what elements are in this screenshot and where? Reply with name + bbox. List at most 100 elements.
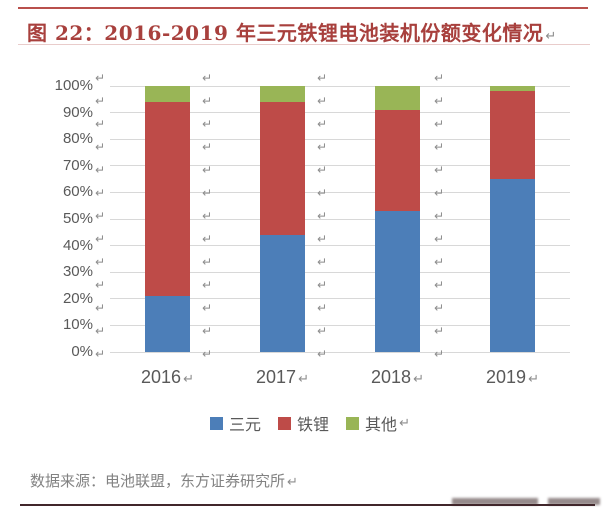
legend-swatch-icon (210, 416, 224, 430)
return-mark-icon: ↵ (399, 415, 410, 431)
bar-segment-2016-铁锂 (145, 101, 190, 297)
return-mark-icon: ↵ (202, 163, 213, 177)
y-axis-tick-label: 50% (62, 210, 93, 227)
return-mark-icon: ↵ (287, 475, 298, 490)
y-axis-tick-label: 30% (62, 263, 93, 281)
figure-caption: 图 22：2016-2019 年三元铁锂电池装机份额变化情况 ↵ (27, 17, 556, 46)
y-axis-tick-label: 0% (71, 343, 93, 360)
return-mark-icon: ↵ (317, 186, 328, 200)
return-mark-icon: ↵ (317, 278, 328, 292)
gridline (110, 218, 570, 220)
gridline (110, 191, 570, 193)
gridline (110, 85, 570, 87)
return-mark-icon: ↵ (317, 117, 328, 131)
return-mark-icon: ↵ (202, 324, 213, 338)
gridline (110, 112, 570, 114)
bar-segment-2018-其他 (375, 86, 420, 110)
chart-legend: 三元 铁锂 其他 ↵ (80, 412, 540, 434)
return-mark-icon: ↵ (434, 232, 445, 246)
x-axis-label-2017: 2017 ↵ (237, 367, 329, 388)
gridline (110, 324, 570, 326)
x-axis-label-text: 2018 (371, 367, 412, 387)
return-mark-icon: ↵ (317, 140, 328, 154)
legend-swatch-icon (278, 416, 292, 430)
footer-artifact (452, 498, 538, 505)
return-mark-icon: ↵ (95, 347, 106, 361)
y-axis-tick-label: 100% (54, 77, 93, 94)
bar-segment-2019-其他 (490, 86, 535, 92)
return-mark-icon: ↵ (95, 301, 106, 315)
return-mark-icon: ↵ (434, 324, 445, 338)
source-note-text: 数据来源：电池联盟，东方证券研究所 (30, 473, 286, 490)
return-mark-icon: ↵ (434, 278, 445, 292)
gridline (110, 351, 570, 353)
return-mark-icon: ↵ (317, 301, 328, 315)
return-mark-icon: ↵ (434, 347, 445, 361)
bar-segment-2017-其他 (260, 86, 305, 102)
return-mark-icon: ↵ (434, 209, 445, 223)
return-mark-icon: ↵ (202, 117, 213, 131)
return-mark-icon: ↵ (317, 71, 328, 85)
y-axis-tick-label: 70% (62, 156, 93, 174)
title-under-rule (18, 44, 590, 45)
return-mark-icon: ↵ (317, 163, 328, 177)
gridline (110, 298, 570, 300)
bar-segment-2018-铁锂 (375, 109, 420, 212)
footer-artifact (548, 498, 600, 505)
return-mark-icon: ↵ (545, 29, 557, 44)
return-mark-icon: ↵ (202, 140, 213, 154)
return-mark-icon: ↵ (95, 117, 106, 131)
x-axis-label-text: 2016 (141, 367, 182, 387)
legend-label: 三元 (229, 417, 262, 434)
return-mark-icon: ↵ (202, 186, 213, 200)
y-axis-tick-label: 90% (62, 103, 93, 121)
legend-item-其他: 其他 ↵ (346, 411, 410, 435)
bar-segment-2019-三元 (490, 179, 535, 352)
x-axis-label-text: 2019 (486, 367, 527, 387)
return-mark-icon: ↵ (434, 94, 445, 108)
return-mark-icon: ↵ (202, 94, 213, 108)
bar-segment-2018-三元 (375, 211, 420, 352)
return-mark-icon: ↵ (434, 71, 445, 85)
return-mark-icon: ↵ (298, 372, 309, 387)
return-mark-icon: ↵ (95, 94, 106, 108)
return-mark-icon: ↵ (95, 140, 106, 154)
stacked-bar-chart: 0% 10% 20% 30% 40% 50% 60% 70% 80% 90% 100% ↵ ↵ ↵ ↵ ↵ ↵… (54, 71, 570, 434)
return-mark-icon: ↵ (95, 186, 106, 200)
bar-segment-2019-铁锂 (490, 91, 535, 180)
return-mark-icon: ↵ (183, 372, 194, 387)
y-axis-tick-label: 60% (62, 183, 93, 201)
return-mark-icon: ↵ (95, 324, 106, 338)
x-axis-label-2018: 2018 ↵ (352, 367, 444, 388)
return-mark-icon: ↵ (95, 232, 106, 246)
gridline (110, 138, 570, 140)
footer-rule (20, 504, 595, 506)
legend-item-三元: 三元 (210, 411, 261, 435)
x-axis-label-2019: 2019 ↵ (467, 367, 559, 388)
bar-segment-2017-三元 (260, 234, 305, 352)
x-axis-label-text: 2017 (256, 367, 297, 387)
bar-segment-2017-铁锂 (260, 101, 305, 235)
legend-label: 铁锂 (297, 417, 330, 434)
y-axis-tick-label: 10% (62, 316, 93, 334)
return-mark-icon: ↵ (317, 255, 328, 269)
return-mark-icon: ↵ (317, 209, 328, 223)
return-mark-icon: ↵ (95, 255, 106, 269)
return-mark-icon: ↵ (95, 278, 106, 292)
title-top-rule (18, 7, 588, 9)
return-mark-icon: ↵ (202, 71, 213, 85)
return-mark-icon: ↵ (202, 301, 213, 315)
return-mark-icon: ↵ (413, 372, 424, 387)
return-mark-icon: ↵ (317, 347, 328, 361)
return-mark-icon: ↵ (434, 301, 445, 315)
return-mark-icon: ↵ (202, 347, 213, 361)
gridline (110, 245, 570, 247)
return-mark-icon: ↵ (95, 163, 106, 177)
figure-caption-text: 图 22：2016-2019 年三元铁锂电池装机份额变化情况 (27, 21, 544, 45)
bar-segment-2016-其他 (145, 86, 190, 102)
return-mark-icon: ↵ (434, 117, 445, 131)
legend-label: 其他 (365, 417, 398, 434)
gridline (110, 271, 570, 273)
return-mark-icon: ↵ (202, 255, 213, 269)
